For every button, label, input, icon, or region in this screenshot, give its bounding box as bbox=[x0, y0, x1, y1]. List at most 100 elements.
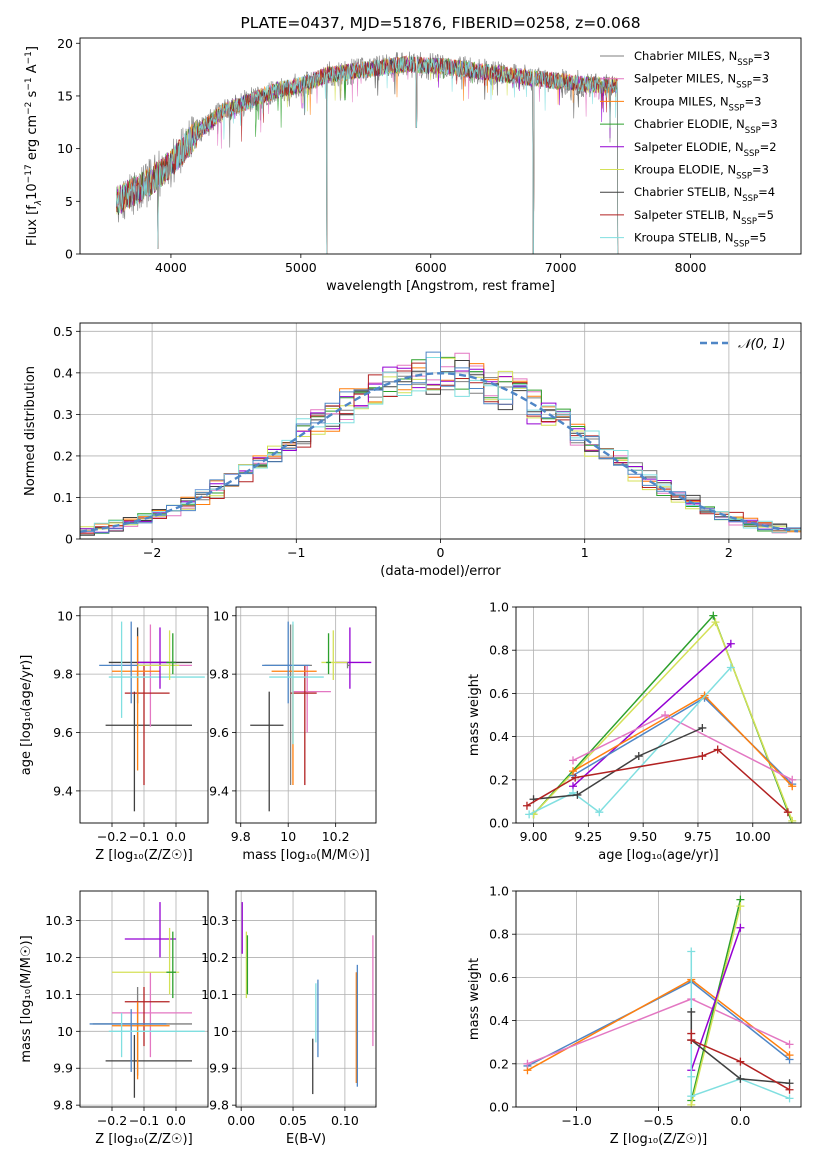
series-marker bbox=[785, 1085, 794, 1094]
series-marker bbox=[595, 808, 604, 817]
y-tick-label: 1.0 bbox=[489, 600, 509, 615]
legend-label: Chabrier STELIB, NSSP=4 bbox=[634, 185, 775, 204]
legend-label-sub: SSP bbox=[745, 126, 761, 136]
panel-age_vs_Z: −0.2 −0.1 0.0 9.4 9.6 9.8 10 Z [log₁₀(Z/Z☉)] age… bbox=[19, 606, 209, 863]
errorbar-point bbox=[166, 633, 176, 675]
y-axis-label-part: A bbox=[25, 64, 40, 77]
legend-label-prefix: Salpeter STELIB, N bbox=[634, 208, 741, 222]
panel-mass_vs_Z: −0.2 −0.1 0.0 9.8 9.9 10 10.1 10.2 10.3 Z [log₁₀(… bbox=[19, 890, 209, 1147]
legend-label-sub: SSP bbox=[736, 81, 752, 91]
x-axis-label: wavelength [Angstrom, rest frame] bbox=[326, 279, 555, 294]
y-tick-label: 10 bbox=[213, 1024, 229, 1039]
series-marker bbox=[783, 808, 792, 817]
errorbar-point bbox=[89, 1009, 167, 1072]
axes-frame bbox=[79, 606, 209, 824]
series-marker bbox=[736, 923, 745, 932]
y-tick-label: 0.4 bbox=[489, 1013, 509, 1028]
series-marker bbox=[569, 756, 577, 765]
y-axis-label-part: −17 bbox=[24, 164, 34, 183]
x-tick-label: 0.00 bbox=[227, 1113, 255, 1128]
y-tick-label: 9.4 bbox=[53, 783, 73, 798]
y-axis-label-part: s bbox=[25, 90, 40, 101]
y-tick-label: 10.1 bbox=[45, 987, 73, 1002]
series-line bbox=[572, 696, 793, 785]
legend-label-suffix: =5 bbox=[757, 208, 774, 222]
y-tick-label: 9.4 bbox=[209, 783, 229, 798]
x-tick-label: 9.8 bbox=[231, 829, 251, 844]
y-tick-label: 10.3 bbox=[45, 913, 73, 928]
y-tick-label: 10 bbox=[57, 141, 73, 156]
errorbar-point bbox=[124, 987, 170, 1047]
legend-label: Salpeter STELIB, NSSP=5 bbox=[634, 208, 774, 227]
plot-area bbox=[241, 902, 374, 1095]
panel-residuals: −2 −1 0 1 2 0 0.1 0.2 0.3 0.4 0.5 (data-model)/erro… bbox=[23, 322, 802, 579]
x-tick-label: 2 bbox=[725, 545, 733, 560]
series-marker bbox=[785, 1040, 794, 1049]
legend-label: Chabrier MILES, NSSP=3 bbox=[634, 49, 770, 68]
y-tick-label: 9.9 bbox=[53, 1061, 73, 1076]
y-tick-label: 9.6 bbox=[209, 725, 229, 740]
y-tick-label: 9.6 bbox=[53, 725, 73, 740]
series-marker bbox=[736, 1074, 745, 1083]
errorbar-point bbox=[335, 627, 372, 689]
series-marker bbox=[687, 1072, 696, 1081]
y-tick-label: 0.3 bbox=[53, 407, 73, 422]
errorbar-point bbox=[108, 621, 205, 718]
x-tick-label: 5000 bbox=[285, 260, 317, 275]
y-tick-label: 0.5 bbox=[53, 324, 73, 339]
series-line bbox=[690, 927, 742, 1071]
series-marker bbox=[785, 1094, 794, 1103]
spectrum-line bbox=[116, 56, 619, 254]
chart-title: PLATE=0437, MJD=51876, FIBERID=0258, z=0… bbox=[240, 14, 640, 32]
errorbar-point bbox=[250, 691, 284, 812]
x-tick-label: 7000 bbox=[545, 260, 577, 275]
y-axis-label-part: λ bbox=[34, 200, 44, 206]
legend-label-suffix: =3 bbox=[752, 163, 769, 177]
series-marker bbox=[571, 773, 580, 782]
errorbar-point bbox=[262, 621, 310, 704]
legend-label-prefix: Kroupa MILES, N bbox=[634, 94, 729, 108]
axes-frame bbox=[235, 606, 377, 824]
x-axis-label: (data-model)/error bbox=[380, 564, 501, 579]
series-marker bbox=[687, 1100, 696, 1107]
errorbar-point bbox=[112, 624, 192, 727]
x-tick-label: −0.2 bbox=[97, 829, 127, 844]
series-line bbox=[532, 620, 793, 822]
x-axis-label: age [log₁₀(age/yr)] bbox=[598, 848, 719, 863]
y-tick-label: 10 bbox=[213, 608, 229, 623]
legend-label-sub: SSP bbox=[744, 149, 760, 159]
legend-label: Kroupa MILES, NSSP=3 bbox=[634, 94, 761, 113]
legend-label: Kroupa STELIB, NSSP=5 bbox=[634, 231, 766, 250]
series-line bbox=[690, 1012, 790, 1084]
y-axis-label-part: Flux [f bbox=[25, 205, 40, 246]
series-marker bbox=[736, 1057, 745, 1066]
panel-mass_vs_EBV: 0.00 0.05 0.10 9.8 9.9 10 10.1 10.2 10.3 E(B-V) bbox=[201, 890, 377, 1147]
axes-frame bbox=[79, 322, 802, 540]
errorbar-point bbox=[112, 927, 180, 995]
series-marker bbox=[687, 1007, 696, 1016]
y-tick-label: 0.6 bbox=[489, 970, 509, 985]
x-tick-label: −0.1 bbox=[129, 829, 159, 844]
errorbar-point bbox=[112, 636, 160, 771]
x-tick-label: 4000 bbox=[155, 260, 187, 275]
y-axis-label-part: ] bbox=[25, 46, 40, 51]
y-axis-label: mass weight bbox=[467, 958, 482, 1040]
x-axis-label: mass [log₁₀(M/M☉)] bbox=[242, 848, 369, 863]
y-tick-label: 0.2 bbox=[53, 448, 73, 463]
y-tick-label: 20 bbox=[57, 36, 73, 51]
errorbar-point bbox=[105, 691, 192, 812]
y-tick-label: 0.1 bbox=[53, 490, 73, 505]
legend-label-suffix: =2 bbox=[760, 140, 777, 154]
axes-frame bbox=[79, 890, 209, 1108]
errorbar-point bbox=[346, 662, 350, 669]
series-line bbox=[528, 666, 732, 816]
x-tick-label: 10.00 bbox=[735, 829, 771, 844]
legend-label-suffix: =3 bbox=[761, 117, 778, 131]
series-marker bbox=[698, 723, 707, 732]
x-tick-label: −1.0 bbox=[561, 1113, 591, 1128]
series-marker bbox=[661, 711, 670, 719]
errorbar-point bbox=[124, 665, 170, 786]
